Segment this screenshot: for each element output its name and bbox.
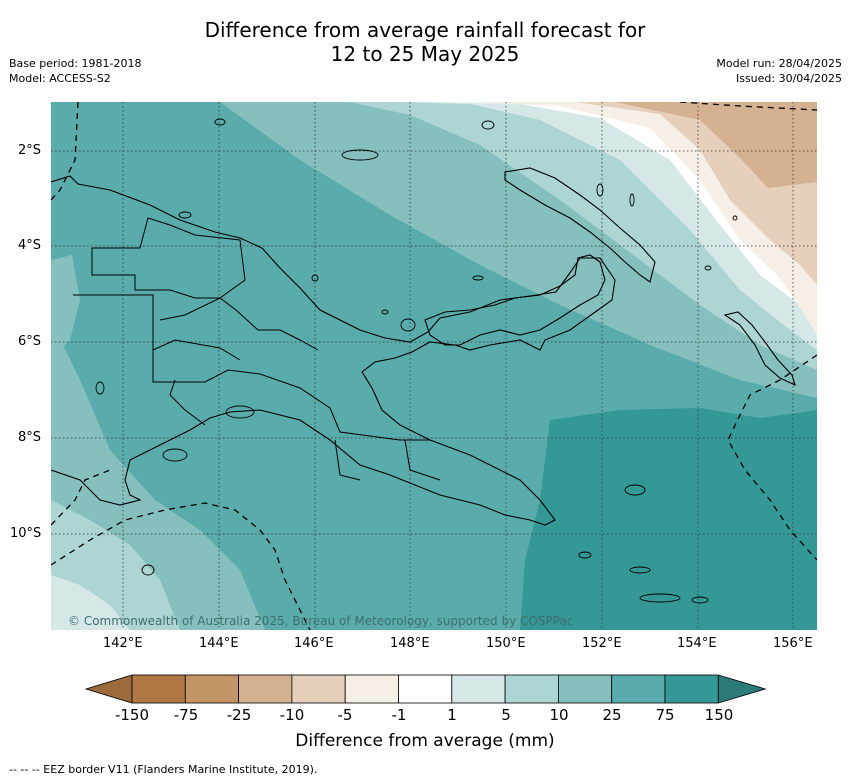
lon-label-144e: 144°E [199, 636, 239, 651]
lat-label-2s: 2°S [18, 143, 42, 158]
lon-label-142e: 142°E [103, 636, 143, 651]
lat-label-8s: 8°S [18, 430, 42, 445]
colorbar [84, 674, 767, 704]
lon-label-150e: 150°E [486, 636, 526, 651]
copyright-note: © Commonwealth of Australia 2025, Bureau… [68, 614, 574, 628]
meta-right: Model run: 28/04/2025 Issued: 30/04/2025 [716, 56, 842, 86]
colorbar-cell [291, 674, 346, 704]
lat-label-6s: 6°S [18, 334, 42, 349]
model-name: Model: ACCESS-S2 [9, 72, 111, 85]
cb-tick-11: 150 [704, 706, 734, 724]
colorbar-cell [238, 674, 293, 704]
colorbar-title: Difference from average (mm) [295, 731, 555, 751]
title-line-2: 12 to 25 May 2025 [330, 42, 520, 66]
cb-tick-10: 75 [655, 706, 675, 724]
colorbar-cells [84, 674, 767, 704]
band-75-150 [520, 408, 817, 630]
cb-tick-4: -5 [337, 706, 353, 724]
meta-left: Base period: 1981-2018 Model: ACCESS-S2 [9, 56, 141, 86]
colorbar-cell [611, 674, 666, 704]
cb-tick-1: -75 [173, 706, 199, 724]
cb-tick-9: 25 [602, 706, 622, 724]
band-minus10-25 [615, 102, 817, 188]
gridlines [51, 102, 817, 630]
band-10-25-west [51, 255, 80, 360]
bougainville-coastline [723, 311, 796, 387]
colorbar-cell [451, 674, 506, 704]
eez-note: -- -- -- EEZ border V11 (Flanders Marine… [9, 763, 318, 776]
colorbar-cell [344, 674, 399, 704]
base-period: Base period: 1981-2018 [9, 57, 142, 70]
band-10-25-patch [240, 102, 330, 140]
lat-label-4s: 4°S [18, 238, 42, 253]
new-ireland-coastline [504, 167, 656, 283]
cb-tick-6: 1 [447, 706, 457, 724]
eez-borders [51, 102, 817, 630]
cb-tick-3: -10 [279, 706, 305, 724]
colorbar-cell [504, 674, 559, 704]
colorbar-cell [131, 674, 186, 704]
map-panel [51, 102, 817, 630]
band-1-5-corner [51, 575, 130, 630]
lon-label-148e: 148°E [390, 636, 430, 651]
lon-label-154e: 154°E [677, 636, 717, 651]
new-britain-coastline [424, 254, 606, 346]
cb-tick-5: -1 [391, 706, 407, 724]
lon-label-146e: 146°E [294, 636, 334, 651]
cb-tick-2: -25 [226, 706, 252, 724]
province-borders [73, 217, 441, 481]
chart-title: Difference from average rainfall forecas… [0, 18, 850, 66]
lat-label-10s: 10°S [10, 526, 42, 541]
lon-label-152e: 152°E [582, 636, 622, 651]
colorbar-cell [664, 674, 719, 704]
new-guinea-coastline [51, 175, 616, 526]
model-run: Model run: 28/04/2025 [716, 57, 842, 70]
small-islands [95, 118, 738, 604]
cb-tick-8: 10 [549, 706, 569, 724]
cb-tick-7: 5 [501, 706, 511, 724]
colorbar-arrow-low [84, 674, 133, 704]
colorbar-arrow-high [717, 674, 767, 704]
cb-tick-0: -150 [114, 706, 150, 724]
lon-label-156e: 156°E [773, 636, 813, 651]
colorbar-cell [558, 674, 613, 704]
title-line-1: Difference from average rainfall forecas… [204, 18, 646, 42]
colorbar-cell [184, 674, 240, 704]
colorbar-cell [398, 674, 453, 704]
issued-date: Issued: 30/04/2025 [735, 72, 842, 85]
